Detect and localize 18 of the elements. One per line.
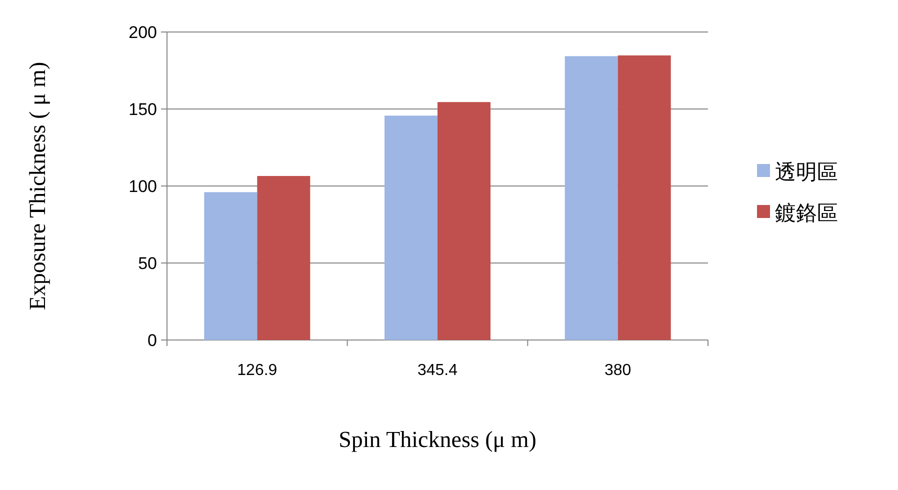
legend-label: 鍍鉻區: [775, 201, 838, 225]
bar: [204, 192, 258, 340]
bar: [257, 176, 310, 340]
y-tick-label: 50: [138, 254, 157, 273]
legend-label: 透明區: [775, 160, 838, 184]
x-tick-label: 126.9: [237, 362, 278, 379]
bar: [618, 55, 671, 340]
y-tick-label: 100: [128, 177, 157, 196]
bar: [564, 56, 618, 340]
y-tick-label: 0: [148, 331, 157, 350]
x-tick-label: 345.4: [417, 362, 458, 379]
x-tick-label: 380: [604, 362, 632, 379]
bar: [438, 102, 490, 340]
x-axis-title: Spin Thickness (μ m): [338, 427, 536, 452]
y-tick-label: 200: [128, 23, 157, 42]
y-tick-label: 150: [128, 100, 157, 119]
y-axis-title: Exposure Thickness ( μ m): [25, 62, 50, 310]
bar: [384, 116, 438, 340]
